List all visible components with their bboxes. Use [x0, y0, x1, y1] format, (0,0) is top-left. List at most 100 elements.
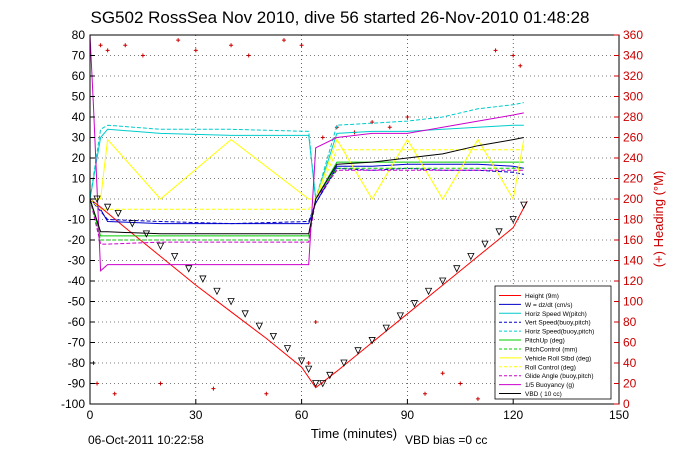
right-tick-label: 360	[623, 28, 643, 42]
right-axis-label: (+) Heading (°M)	[651, 171, 666, 268]
depth-marker	[305, 365, 313, 374]
heading-point	[320, 135, 325, 140]
legend-label: VBD ( 10 cc)	[525, 391, 562, 398]
heading-point	[281, 38, 286, 43]
depth-marker	[156, 242, 165, 251]
legend-label: PitchControl (mm)	[525, 346, 577, 353]
legend: Height (9m) W = dz/dt (cm/s) Horiz Speed W…	[494, 285, 612, 400]
heading-point	[493, 48, 498, 53]
depth-marker	[297, 357, 306, 365]
legend-label: Height (9m)	[525, 293, 559, 300]
heading-point	[440, 371, 445, 376]
y-tick-label: -10	[68, 213, 86, 227]
series-lines	[89, 34, 528, 389]
x-axis-label: Time (minutes)	[311, 426, 397, 441]
legend-label: Vert Speed(buoy,pitch)	[525, 320, 591, 327]
heading-point	[112, 391, 117, 396]
x-tick-label: 0	[87, 408, 94, 422]
depth-marker	[93, 195, 101, 203]
series-line	[90, 138, 525, 201]
right-tick-label: 160	[623, 233, 643, 247]
legend-label: W = dz/dt (cm/s)	[525, 302, 573, 309]
y-tick-label: 70	[72, 49, 86, 63]
series-line	[89, 167, 524, 241]
heading-point	[211, 386, 216, 391]
x-axis-ticks: 0 30 60 90 120 150	[87, 399, 629, 422]
series-line	[89, 198, 528, 389]
right-tick-label: 200	[623, 192, 643, 206]
heading-point	[264, 391, 269, 396]
depth-marker	[520, 201, 528, 210]
legend-label: Horiz Speed(buoy,pitch)	[525, 329, 594, 336]
legend-label: 1/5 Buoyancy (g)	[525, 382, 574, 389]
y-tick-label: -100	[61, 397, 85, 411]
depth-marker	[103, 203, 112, 212]
y-tick-label: -90	[68, 377, 86, 391]
series-line	[89, 34, 524, 272]
series-line	[89, 161, 524, 237]
depth-marker	[467, 253, 475, 261]
depth-marker	[495, 228, 503, 236]
right-tick-label: 40	[623, 356, 637, 370]
depth-marker	[128, 220, 136, 228]
depth-marker	[227, 298, 235, 306]
heading-point	[299, 43, 304, 48]
heading-point	[511, 53, 516, 58]
heading-point	[306, 361, 311, 365]
y-axis-ticks: -100-90-80-70-60-50-40-30-20-10010203040…	[61, 28, 95, 411]
x-tick-label: 30	[189, 408, 203, 422]
right-tick-label: 20	[623, 377, 637, 391]
right-tick-label: 120	[623, 274, 643, 288]
depth-marker	[326, 371, 334, 380]
depth-marker	[481, 240, 489, 248]
x-tick-label: 150	[609, 408, 629, 422]
legend-label: PitchUp (deg)	[525, 338, 565, 345]
y-tick-label: 0	[78, 192, 85, 206]
depth-marker	[199, 275, 207, 283]
heading-point	[405, 115, 410, 119]
right-tick-label: 240	[623, 151, 643, 165]
y-tick-label: -20	[68, 233, 86, 247]
right-tick-label: 280	[623, 110, 643, 124]
heading-point	[313, 320, 318, 324]
depth-marker	[213, 287, 221, 296]
depth-marker	[142, 230, 151, 238]
heading-point	[518, 63, 523, 68]
depth-marker	[410, 300, 419, 308]
depth-marker	[241, 310, 249, 318]
depth-marker	[283, 345, 292, 353]
series-line	[89, 137, 524, 235]
x-tick-label: 120	[503, 408, 523, 422]
series-line	[89, 169, 524, 245]
series-line	[89, 149, 524, 210]
legend-label: Horiz Speed W(pitch)	[525, 311, 587, 318]
depth-marker	[114, 209, 122, 218]
heading-point	[105, 48, 110, 53]
heading-point	[229, 43, 234, 48]
heading-point	[176, 38, 181, 43]
right-tick-label: 300	[623, 90, 643, 104]
y-tick-label: -50	[68, 295, 86, 309]
y-tick-label: 50	[72, 90, 86, 104]
depth-marker	[453, 265, 461, 273]
x-tick-label: 90	[401, 408, 415, 422]
depth-markers	[93, 195, 528, 388]
footer-timestamp: 06-Oct-2011 10:22:58	[88, 433, 204, 447]
depth-marker	[269, 332, 278, 341]
right-tick-label: 0	[623, 397, 630, 411]
right-tick-label: 340	[623, 49, 643, 63]
right-tick-label: 100	[623, 295, 643, 309]
depth-marker	[368, 337, 376, 345]
right-tick-label: 220	[623, 172, 643, 186]
right-tick-label: 140	[623, 254, 643, 268]
heading-point	[123, 43, 128, 48]
right-axis-ticks: 0 20 40 60 80 100 120 140 160 180 200 220 240 260 280 3…	[614, 28, 643, 411]
depth-marker	[424, 287, 433, 296]
y-tick-label: -70	[68, 336, 86, 350]
heading-point	[158, 381, 163, 386]
depth-marker	[185, 265, 193, 273]
y-tick-label: 60	[72, 69, 86, 83]
chart-title: SG502 RossSea Nov 2010, dive 56 started …	[91, 8, 590, 27]
y-tick-label: 40	[72, 110, 86, 124]
